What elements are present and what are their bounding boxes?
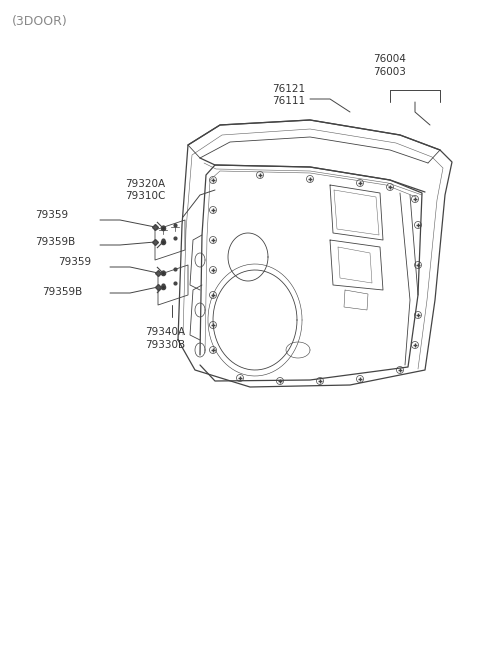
- Text: 79359B: 79359B: [42, 287, 82, 297]
- Text: (3DOOR): (3DOOR): [12, 15, 68, 28]
- Text: 79359B: 79359B: [35, 237, 75, 247]
- Text: 79359: 79359: [58, 257, 91, 267]
- Text: 79320A
79310C: 79320A 79310C: [125, 179, 166, 201]
- Text: 76121
76111: 76121 76111: [272, 84, 305, 106]
- Text: 79359: 79359: [35, 210, 68, 220]
- Text: 76004
76003: 76004 76003: [373, 54, 407, 77]
- Text: 79340A
79330B: 79340A 79330B: [145, 327, 185, 350]
